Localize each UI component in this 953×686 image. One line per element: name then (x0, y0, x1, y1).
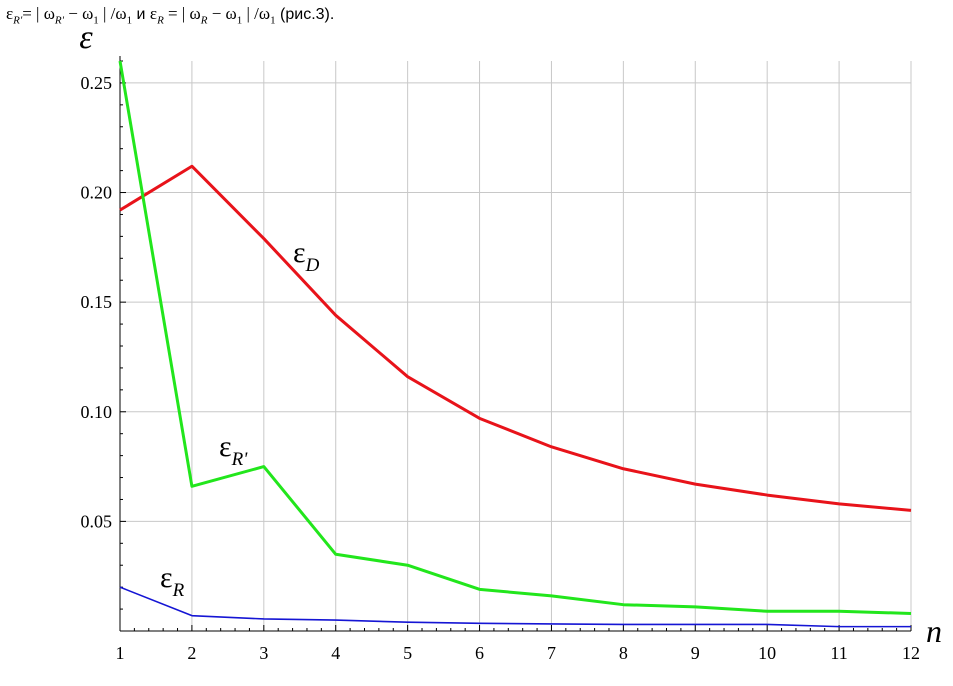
y-tick-label: 0.05 (81, 511, 113, 531)
series-eps-rprime-line (118, 60, 912, 615)
x-tick-label: 11 (830, 643, 847, 663)
caption-eps-r: εR (149, 4, 164, 27)
y-tick-label: 0.20 (81, 183, 113, 203)
y-tick-label: 0.25 (81, 73, 113, 93)
y-tick-label: 0.15 (81, 292, 113, 312)
x-tick-label: 12 (902, 643, 920, 663)
chart-grid (119, 61, 912, 631)
x-tick-label: 8 (619, 643, 628, 663)
chart-axes (119, 56, 912, 632)
series-eps-r-label: εR (160, 561, 185, 601)
y-tick-label: 0.10 (81, 402, 113, 422)
x-tick-label: 4 (331, 643, 340, 663)
x-tick-label: 1 (116, 643, 125, 663)
series-eps-d-line (119, 164, 912, 512)
series-eps-d-label: εD (293, 236, 320, 276)
chart-series (118, 60, 912, 628)
x-tick-label: 6 (475, 643, 484, 663)
x-tick-label: 2 (187, 643, 196, 663)
series-eps-r-line (119, 586, 911, 628)
x-tick-label: 7 (547, 643, 556, 663)
chart-labels: ε n εD εR' εR (79, 19, 942, 649)
chart-tick-labels: 1 2 3 4 5 6 7 8 9 10 11 120.050.100.150.200.25 (81, 73, 921, 663)
y-axis-title: ε (79, 19, 93, 56)
x-axis-title: n (926, 613, 942, 649)
x-tick-label: 3 (259, 643, 268, 663)
x-tick-label: 10 (758, 643, 776, 663)
x-tick-label: 9 (691, 643, 700, 663)
series-eps-rprime-label: εR' (219, 430, 248, 470)
x-tick-label: 5 (403, 643, 412, 663)
caption-formula: εR'= | ωR' − ω1 | /ω1 и εR = | ωR − ω1 |… (6, 4, 335, 27)
caption-eps-rprime: εR' (6, 4, 23, 27)
